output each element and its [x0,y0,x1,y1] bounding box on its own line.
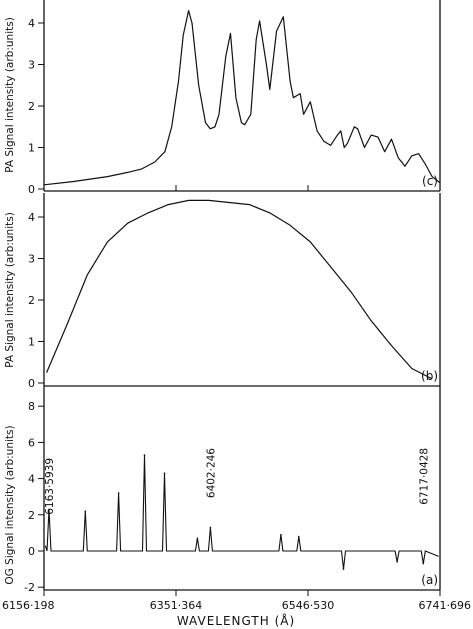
x-tick-label: 6741·696 [419,599,472,612]
y-tick-label: 0 [28,545,35,558]
y-tick-label: 0 [28,183,35,196]
y-tick-label: 1 [28,142,35,155]
y-tick-label: 0 [28,377,35,390]
y-tick-label: 8 [28,400,35,413]
y-axis-label: OG Signal intensity (arb:units) [4,425,16,584]
series-line [46,199,433,380]
y-tick-label: 2 [28,509,35,522]
panel-a: -2 0 2 4 6 8 OG Signal intensity (arb:units) (a… [4,386,441,594]
y-tick-label: 2 [28,100,35,113]
og-peak-point [422,562,425,565]
y-axis-label: PA Signal intensity (arb:units) [4,17,16,173]
og-spectrum-line [44,455,439,570]
og-peak-point [196,537,199,540]
x-axis: 6156·198 6351·364 6546·530 6741·696 WAVELENG… [2,185,471,628]
y-tick-label: 3 [28,59,35,72]
y-tick-label: 1 [28,336,35,349]
y-tick-label: 2 [28,294,35,307]
peak-annotation: 6163·5939 [44,458,56,515]
y-tick-label: -2 [24,581,35,594]
panel-label: (a) [421,573,438,587]
panel-label: (c) [422,174,438,188]
og-peak-point [396,561,398,563]
og-peak-point [163,472,166,474]
x-axis-label: WAVELENGTH (Å) [177,613,295,628]
og-peak-point [117,492,120,494]
og-peak-point [280,533,282,536]
x-tick-label: 6351·364 [150,599,203,612]
y-axis-label: PA Signal intensity (arb:units) [4,212,16,368]
x-tick-label: 6156·198 [2,599,55,612]
og-peak-point [84,510,87,512]
x-tick-label: 6546·530 [282,599,335,612]
panel-c: 0 1 2 3 4 PA Signal intensity (arb:units) (c) [4,0,441,196]
og-peak-point [297,535,300,538]
y-tick-label: 4 [28,473,35,486]
peak-annotation: 6402·246 [205,448,217,498]
panel-label: (b) [421,369,438,383]
y-tick-label: 6 [28,436,35,449]
og-peak-point [342,568,345,570]
series-line [43,10,441,186]
panel-b: 0 1 2 3 4 PA Signal intensity (arb:units) (b) [4,193,441,390]
og-peak-point [209,526,212,529]
y-tick-label: 3 [28,253,35,266]
og-peak-point [48,508,50,511]
y-tick-label: 4 [28,17,35,30]
og-peak-point [143,454,146,456]
peak-annotation: 6717·0428 [418,448,430,505]
y-tick-label: 4 [28,211,35,224]
